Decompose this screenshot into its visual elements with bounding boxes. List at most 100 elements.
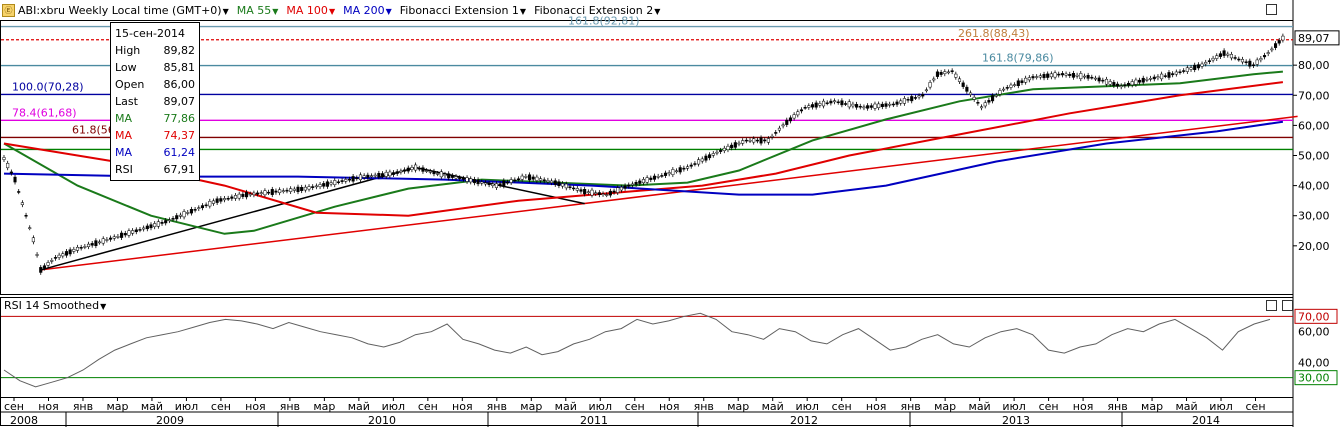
price-candle-body bbox=[608, 190, 612, 196]
month-tick-label: май bbox=[762, 400, 784, 413]
month-tick-label: сен bbox=[1039, 400, 1059, 413]
tooltip-row-label: MA bbox=[115, 112, 133, 125]
price-candle-body bbox=[380, 173, 385, 177]
year-tick-label: 2012 bbox=[790, 414, 818, 427]
ma200-dropdown[interactable]: MA 200▼ bbox=[343, 4, 392, 17]
price-candle-body bbox=[524, 176, 528, 178]
price-candle-body bbox=[542, 179, 546, 182]
symbol-title-dropdown[interactable]: ABI:xbru Weekly Local time (GMT+0)▼ bbox=[18, 4, 229, 17]
price-candle-body bbox=[513, 179, 517, 182]
month-tick-label: янв bbox=[487, 400, 507, 413]
price-candle-body bbox=[403, 169, 407, 172]
price-candle-body bbox=[322, 183, 326, 187]
price-candle-body bbox=[1020, 80, 1024, 83]
price-candle-body bbox=[46, 262, 50, 266]
price-candle-body bbox=[476, 179, 480, 185]
price-candle-body bbox=[230, 196, 234, 199]
price-candle-body bbox=[491, 183, 495, 186]
price-candle-body bbox=[1093, 77, 1098, 80]
price-candle-body bbox=[1211, 57, 1215, 61]
price-candle-body bbox=[704, 155, 708, 161]
price-candle-body bbox=[726, 145, 730, 150]
price-candle-body bbox=[414, 164, 418, 171]
price-candle-body bbox=[289, 188, 293, 192]
price-candle-body bbox=[601, 193, 605, 196]
price-candle-body bbox=[494, 183, 498, 188]
price-candle-body bbox=[450, 175, 454, 178]
price-candle-body bbox=[472, 179, 476, 184]
tooltip-row-label: Open bbox=[115, 78, 145, 91]
price-candle-body bbox=[759, 137, 763, 144]
price-candle-body bbox=[1218, 53, 1222, 57]
price-tick-label: 60,00 bbox=[1298, 119, 1330, 132]
price-candle-body bbox=[1075, 74, 1079, 77]
price-candle-body bbox=[28, 227, 32, 229]
price-candle-body bbox=[1138, 79, 1142, 83]
price-candle-body bbox=[9, 171, 13, 174]
fib2-dropdown[interactable]: Fibonacci Extension 2▼ bbox=[534, 4, 660, 17]
price-candle-body bbox=[678, 167, 682, 173]
price-candle-body bbox=[245, 192, 249, 198]
price-candle-body bbox=[142, 227, 146, 230]
price-candle-body bbox=[810, 104, 815, 108]
symbol-icon[interactable]: Ⓔ bbox=[2, 3, 15, 17]
close-rsi-panel-button[interactable] bbox=[1282, 300, 1293, 311]
price-candle-body bbox=[215, 198, 219, 203]
price-candle-body bbox=[619, 186, 623, 191]
rsi-panel-title[interactable]: RSI 14 Smoothed▼ bbox=[4, 299, 106, 312]
tooltip-row: MA 61,24 bbox=[115, 144, 195, 161]
fib-level-label: 261.8(88,43) bbox=[958, 27, 1030, 40]
price-candle-body bbox=[682, 167, 686, 170]
price-candle-body bbox=[75, 247, 80, 251]
price-candle-body bbox=[1156, 76, 1160, 79]
price-candle-body bbox=[928, 82, 932, 88]
price-candle-body bbox=[369, 175, 374, 177]
price-candle-body bbox=[623, 185, 627, 189]
fib1-dropdown[interactable]: Fibonacci Extension 1▼ bbox=[400, 4, 526, 17]
price-candle-body bbox=[1079, 73, 1083, 79]
maximize-rsi-panel-button[interactable] bbox=[1266, 300, 1277, 311]
month-tick-label: мар bbox=[934, 400, 956, 413]
price-candle-body bbox=[869, 105, 873, 108]
price-candle-body bbox=[792, 114, 796, 119]
price-candle-body bbox=[267, 191, 271, 194]
price-candle-body bbox=[814, 102, 818, 108]
rsi-line bbox=[3, 312, 1271, 388]
price-candle-body bbox=[858, 105, 862, 108]
price-candle-body bbox=[1262, 55, 1267, 58]
year-tick-label: 2008 bbox=[10, 414, 38, 427]
month-tick-label: янв bbox=[901, 400, 921, 413]
price-candle-body bbox=[531, 176, 535, 180]
price-candle-body bbox=[1277, 40, 1281, 44]
tooltip-row-label: High bbox=[115, 44, 141, 57]
price-candle-body bbox=[333, 180, 337, 185]
price-tick-label: 50,00 bbox=[1298, 149, 1330, 162]
price-candle-body bbox=[520, 175, 524, 180]
price-candle-body bbox=[638, 180, 642, 184]
price-candle-body bbox=[377, 173, 381, 178]
ma100-dropdown[interactable]: MA 100▼ bbox=[286, 4, 335, 17]
price-candle-body bbox=[950, 70, 954, 72]
price-tick-label: 20,00 bbox=[1298, 240, 1330, 253]
price-candle-body bbox=[2, 157, 6, 160]
price-candle-body bbox=[120, 232, 124, 238]
price-candle-body bbox=[318, 184, 322, 188]
price-candle-body bbox=[94, 240, 98, 247]
price-candle-body bbox=[719, 150, 723, 152]
price-candle-body bbox=[1174, 71, 1178, 75]
price-candle-body bbox=[961, 82, 965, 87]
tooltip-row-label: Last bbox=[115, 95, 138, 108]
price-candle-body bbox=[1200, 63, 1204, 67]
price-candle-body bbox=[770, 135, 774, 138]
maximize-price-panel-button[interactable] bbox=[1266, 4, 1277, 15]
price-candle-body bbox=[13, 176, 17, 183]
price-candle-body bbox=[61, 253, 65, 257]
price-candle-body bbox=[134, 229, 138, 233]
ma100-label: MA 100 bbox=[286, 3, 328, 17]
price-candle-body bbox=[300, 187, 304, 191]
ma55-dropdown[interactable]: MA 55▼ bbox=[237, 4, 279, 17]
price-candle-body bbox=[575, 188, 579, 191]
price-candle-body bbox=[458, 177, 462, 179]
price-candle-body bbox=[656, 176, 660, 178]
